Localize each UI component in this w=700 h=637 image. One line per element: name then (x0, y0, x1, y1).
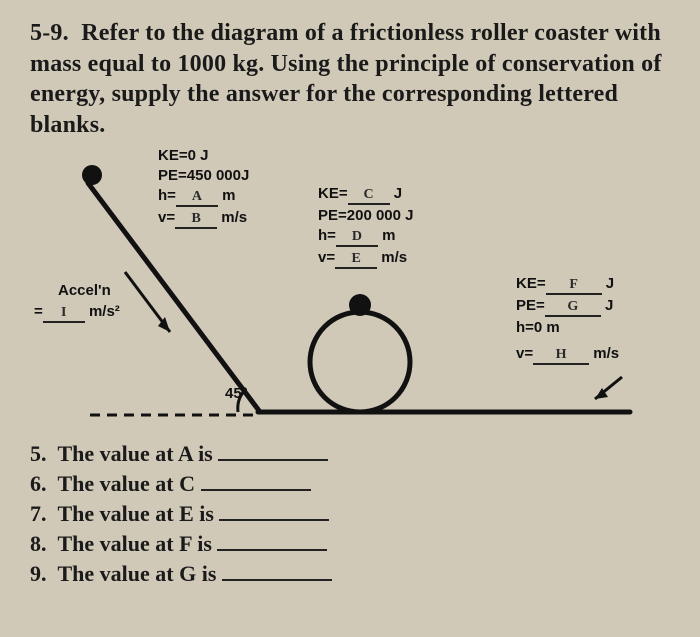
loop-v: v=E m/s (318, 249, 407, 269)
loop-pe: PE=200 000 J (318, 207, 414, 224)
right-pe: PE=G J (516, 297, 613, 317)
question-9: 9. The value at G is (30, 561, 674, 587)
question-5: 5. The value at A is (30, 441, 674, 467)
angle-label: 45° (225, 385, 248, 402)
question-list: 5. The value at A is 6. The value at C 7… (30, 441, 674, 587)
top-ke: KE=0 J (158, 147, 208, 164)
accel-label: Accel'n (58, 282, 111, 299)
right-v: v=H m/s (516, 345, 619, 365)
right-ke: KE=F J (516, 275, 614, 295)
problem-number: 5-9. (30, 20, 69, 46)
accel-value: =I m/s² (34, 303, 120, 323)
question-7: 7. The value at E is (30, 501, 674, 527)
diagram: KE=0 J PE=450 000J h=A m v=B m/s KE=C J … (30, 147, 670, 437)
top-v: v=B m/s (158, 209, 247, 229)
right-h: h=0 m (516, 319, 560, 336)
loop-ke: KE=C J (318, 185, 402, 205)
question-6: 6. The value at C (30, 471, 674, 497)
top-h: h=A m (158, 187, 235, 207)
loop-h: h=D m (318, 227, 395, 247)
top-pe: PE=450 000J (158, 167, 249, 184)
problem-text: Refer to the diagram of a frictionless r… (30, 20, 662, 138)
problem-statement: 5-9. Refer to the diagram of a frictionl… (30, 18, 674, 141)
question-8: 8. The value at F is (30, 531, 674, 557)
